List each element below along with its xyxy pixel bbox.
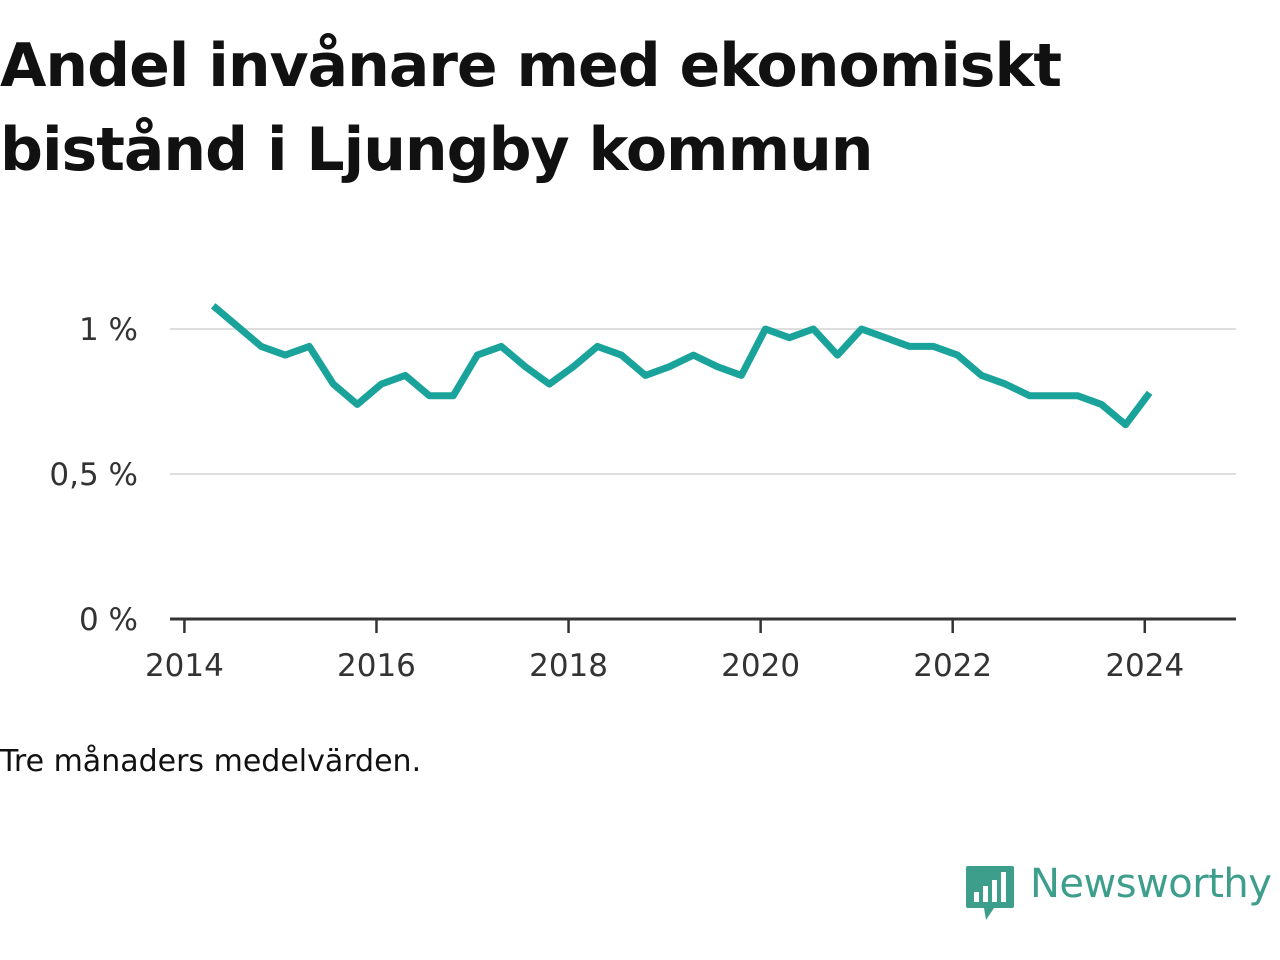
data-point: [690, 352, 697, 359]
axes: 0 % 0,5 % 1 % 2014 2016 2018 2020 2022 2024: [49, 312, 1236, 684]
data-point: [594, 343, 601, 350]
data-point: [1002, 381, 1009, 388]
data-point: [618, 352, 625, 359]
data-point: [306, 343, 313, 350]
x-tick-label: 2020: [721, 648, 800, 684]
data-point: [1074, 392, 1081, 399]
data-point: [1122, 421, 1129, 428]
data-point: [210, 302, 217, 309]
data-point: [402, 372, 409, 379]
data-point: [258, 343, 265, 350]
chart-note: Tre månaders medelvärden.: [0, 744, 422, 779]
y-tick-label: 1 %: [79, 312, 138, 348]
data-point: [1098, 401, 1105, 408]
data-point: [546, 381, 553, 388]
data-point: [786, 334, 793, 341]
data-point: [810, 326, 817, 333]
data-point: [714, 363, 721, 370]
data-point: [666, 363, 673, 370]
data-point: [522, 363, 529, 370]
x-tick-label: 2018: [529, 648, 608, 684]
data-point: [1050, 392, 1057, 399]
data-point: [738, 372, 745, 379]
x-tick-label: 2024: [1105, 648, 1184, 684]
page-title: Andel invånare med ekonomiskt bistånd i …: [0, 31, 1062, 185]
data-point: [906, 343, 913, 350]
data-point: [762, 326, 769, 333]
data-point: [930, 343, 937, 350]
data-point: [570, 363, 577, 370]
data-point: [426, 392, 433, 399]
series-line: [210, 303, 1153, 429]
x-tick-label: 2014: [145, 648, 224, 684]
newsworthy-chart-bubble-icon: [966, 866, 1014, 920]
data-point: [834, 352, 841, 359]
data-point: [282, 352, 289, 359]
data-point: [1026, 392, 1033, 399]
y-tick-label: 0 %: [79, 602, 138, 638]
data-point: [882, 334, 889, 341]
data-point: [1146, 389, 1153, 396]
series-layer: [210, 302, 1153, 429]
x-tick-label: 2022: [913, 648, 992, 684]
y-tick-label: 0,5 %: [49, 457, 138, 493]
grid-lines: [170, 328, 1236, 475]
data-point: [450, 392, 457, 399]
data-point: [474, 352, 481, 359]
data-point: [498, 343, 505, 350]
data-point: [978, 372, 985, 379]
x-tick-label: 2016: [337, 648, 416, 684]
data-point: [234, 323, 241, 330]
data-point: [354, 401, 361, 408]
data-point: [330, 381, 337, 388]
data-point: [954, 352, 961, 359]
data-point: [858, 326, 865, 333]
data-point: [378, 381, 385, 388]
data-point: [642, 372, 649, 379]
brand-name: Newsworthy: [1030, 861, 1272, 907]
brand-logo: Newsworthy: [964, 861, 1272, 926]
